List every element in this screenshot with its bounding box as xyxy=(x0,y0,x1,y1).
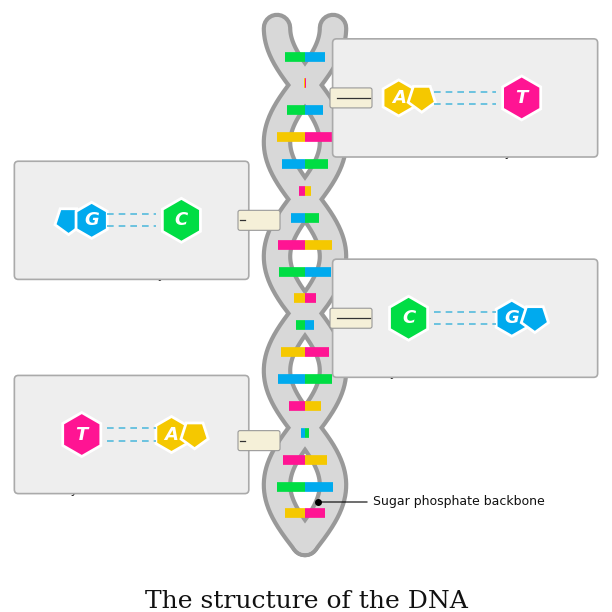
Text: Adenine: Adenine xyxy=(383,146,434,159)
Text: Sugar phosphate backbone: Sugar phosphate backbone xyxy=(321,496,545,509)
Polygon shape xyxy=(62,412,101,457)
Text: Adenine: Adenine xyxy=(151,483,203,496)
Text: CH₃: CH₃ xyxy=(45,441,58,447)
Text: Cytosine: Cytosine xyxy=(381,367,436,379)
FancyBboxPatch shape xyxy=(332,39,598,157)
Text: C: C xyxy=(175,211,188,230)
Text: The structure of the DNA: The structure of the DNA xyxy=(144,590,468,612)
Text: H-N-H: H-N-H xyxy=(122,441,141,446)
Polygon shape xyxy=(55,209,82,234)
FancyBboxPatch shape xyxy=(330,88,372,108)
Text: C: C xyxy=(402,309,415,327)
Text: CH₃: CH₃ xyxy=(546,100,559,105)
Text: Cytosine: Cytosine xyxy=(150,269,204,282)
Text: H: H xyxy=(52,423,58,429)
Polygon shape xyxy=(181,423,208,449)
Text: A: A xyxy=(392,89,406,107)
Polygon shape xyxy=(383,80,414,116)
Text: Thymine: Thymine xyxy=(54,483,109,496)
Text: H-N-H: H-N-H xyxy=(456,324,474,329)
Polygon shape xyxy=(502,76,541,120)
Text: H-N-H: H-N-H xyxy=(122,226,141,231)
FancyBboxPatch shape xyxy=(238,211,280,230)
Polygon shape xyxy=(162,198,201,242)
Text: A: A xyxy=(165,425,179,444)
Polygon shape xyxy=(156,417,187,452)
Text: H-N-H: H-N-H xyxy=(456,87,474,92)
Text: Guanine: Guanine xyxy=(490,367,543,379)
Polygon shape xyxy=(389,296,428,340)
Polygon shape xyxy=(496,300,528,336)
Text: G: G xyxy=(504,309,519,327)
Text: H-N-H: H-N-H xyxy=(122,424,141,428)
FancyBboxPatch shape xyxy=(238,431,280,450)
Text: H-N-H: H-N-H xyxy=(456,104,474,109)
Polygon shape xyxy=(76,203,107,238)
Text: T: T xyxy=(76,425,88,444)
Polygon shape xyxy=(521,307,548,332)
FancyBboxPatch shape xyxy=(330,308,372,328)
Polygon shape xyxy=(408,86,435,112)
Text: T: T xyxy=(515,89,528,107)
FancyBboxPatch shape xyxy=(14,161,249,280)
FancyBboxPatch shape xyxy=(332,259,598,378)
Text: H-N-H: H-N-H xyxy=(456,307,474,312)
Text: Thymine: Thymine xyxy=(490,146,543,159)
Text: H-N-H: H-N-H xyxy=(122,209,141,214)
Text: G: G xyxy=(84,211,99,230)
Text: Guanine: Guanine xyxy=(56,269,108,282)
FancyBboxPatch shape xyxy=(14,375,249,494)
